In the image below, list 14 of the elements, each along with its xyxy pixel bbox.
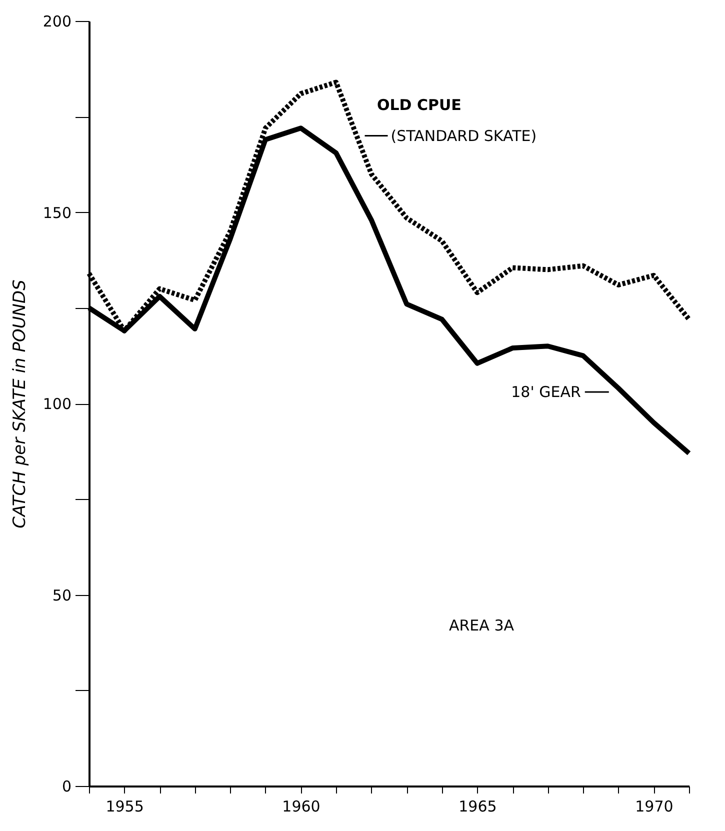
x-tick-label: 1955 (106, 798, 144, 816)
y-tick-label: 50 (52, 586, 72, 604)
y-tick-label: 100 (42, 395, 72, 413)
y-tick-label: 0 (62, 778, 72, 796)
x-tick-label: 1970 (635, 798, 674, 816)
x-tick-label: 1960 (282, 798, 320, 816)
annotation: AREA 3A (449, 616, 515, 634)
x-tick-label: 1965 (458, 798, 497, 816)
y-tick-label: 200 (42, 12, 72, 30)
y-axis-title: CATCH per SKATE in POUNDS (10, 279, 30, 528)
annotation: OLD CPUE (377, 96, 462, 114)
y-tick-label: 150 (42, 204, 72, 222)
annotation: 18' GEAR (511, 383, 581, 402)
annotation: (STANDARD SKATE) (390, 126, 537, 145)
